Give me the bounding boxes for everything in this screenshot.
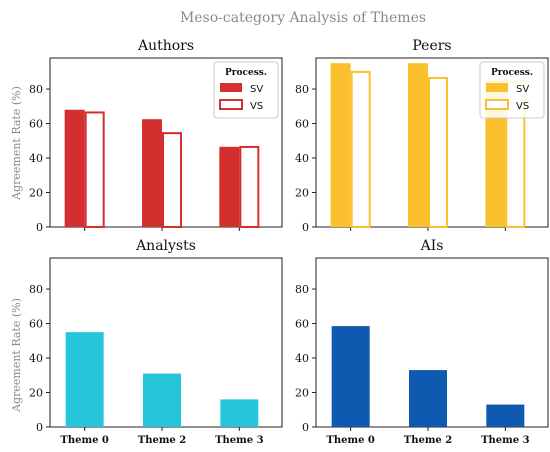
x-tick-label: Theme 0 [326, 435, 374, 446]
legend-swatch-vs [219, 99, 243, 110]
y-tick-label: 0 [302, 421, 309, 434]
legend-entry-vs: VS [516, 101, 529, 112]
bar-analysts [220, 399, 259, 427]
x-tick-label: Theme 0 [60, 435, 108, 446]
figure-title: Meso-category Analysis of Themes [180, 10, 426, 26]
legend-entry-sv: SV [250, 84, 263, 95]
x-tick-label: Theme 3 [481, 435, 529, 446]
subplot-grid: Authors 0 20 40 60 80 Process. SV VS Peers 0 20 40 60… [29, 38, 549, 446]
y-tick-label: 80 [295, 83, 309, 96]
subplot-title: Analysts [135, 238, 196, 254]
bar-authors-sv [142, 119, 162, 227]
bar-peers-sv [408, 63, 428, 228]
y-tick-label: 20 [29, 387, 43, 400]
bar-authors-vs [84, 111, 105, 228]
bar-authors-sv [64, 109, 85, 227]
y-tick-label: 0 [36, 421, 43, 434]
subplot-title: Authors [137, 38, 194, 54]
bar-ais [486, 404, 525, 427]
bar-analysts [65, 332, 104, 427]
y-tick-label: 60 [295, 318, 309, 331]
y-tick-label: 60 [29, 318, 43, 331]
y-tick-label: 20 [295, 187, 309, 200]
subplot-ais: AIs 0 20 40 60 80 Theme 0 Theme 2 Theme 3 [295, 238, 549, 446]
x-tick-label: Theme 3 [215, 435, 263, 446]
y-axis-label-top: Agreement Rate (%) [10, 86, 23, 201]
y-tick-label: 20 [295, 387, 309, 400]
bar-peers-vs [350, 70, 371, 228]
y-tick-label: 40 [29, 152, 43, 165]
bar-authors-vs [162, 132, 182, 228]
legend-swatch-vs [485, 99, 509, 110]
y-tick-label: 0 [36, 221, 43, 234]
subplot-authors: Authors 0 20 40 60 80 Process. SV VS [29, 38, 283, 234]
y-tick-label: 40 [295, 152, 309, 165]
bar-ais [409, 370, 447, 427]
x-tick-label: Theme 2 [138, 435, 186, 446]
legend-title: Process. [491, 68, 533, 78]
y-tick-label: 80 [29, 83, 43, 96]
legend-swatch-sv [486, 83, 508, 92]
bar-analysts [143, 373, 181, 427]
x-tick-label: Theme 2 [404, 435, 452, 446]
bar-peers-sv [330, 63, 351, 228]
legend-entry-sv: SV [516, 84, 529, 95]
subplot-title: Peers [412, 38, 451, 54]
y-tick-label: 60 [295, 118, 309, 131]
y-tick-label: 20 [29, 187, 43, 200]
legend-title: Process. [225, 68, 267, 78]
y-tick-label: 80 [29, 283, 43, 296]
subplot-peers: Peers 0 20 40 60 80 Process. SV VS [295, 38, 549, 234]
y-axis-label-bottom: Agreement Rate (%) [10, 298, 23, 413]
bar-authors-sv [219, 146, 240, 227]
y-tick-label: 80 [295, 283, 309, 296]
y-tick-label: 0 [302, 221, 309, 234]
y-tick-label: 60 [29, 118, 43, 131]
y-tick-label: 40 [295, 352, 309, 365]
bar-ais [331, 326, 370, 427]
legend-swatch-sv [220, 83, 242, 92]
subplot-analysts: Analysts 0 20 40 60 80 Theme 0 Theme 2 Theme 3 [29, 238, 283, 446]
bar-peers-vs [428, 76, 448, 228]
bar-authors-vs [239, 145, 260, 228]
y-tick-label: 40 [29, 352, 43, 365]
legend-entry-vs: VS [250, 101, 263, 112]
subplot-title: AIs [420, 238, 444, 254]
